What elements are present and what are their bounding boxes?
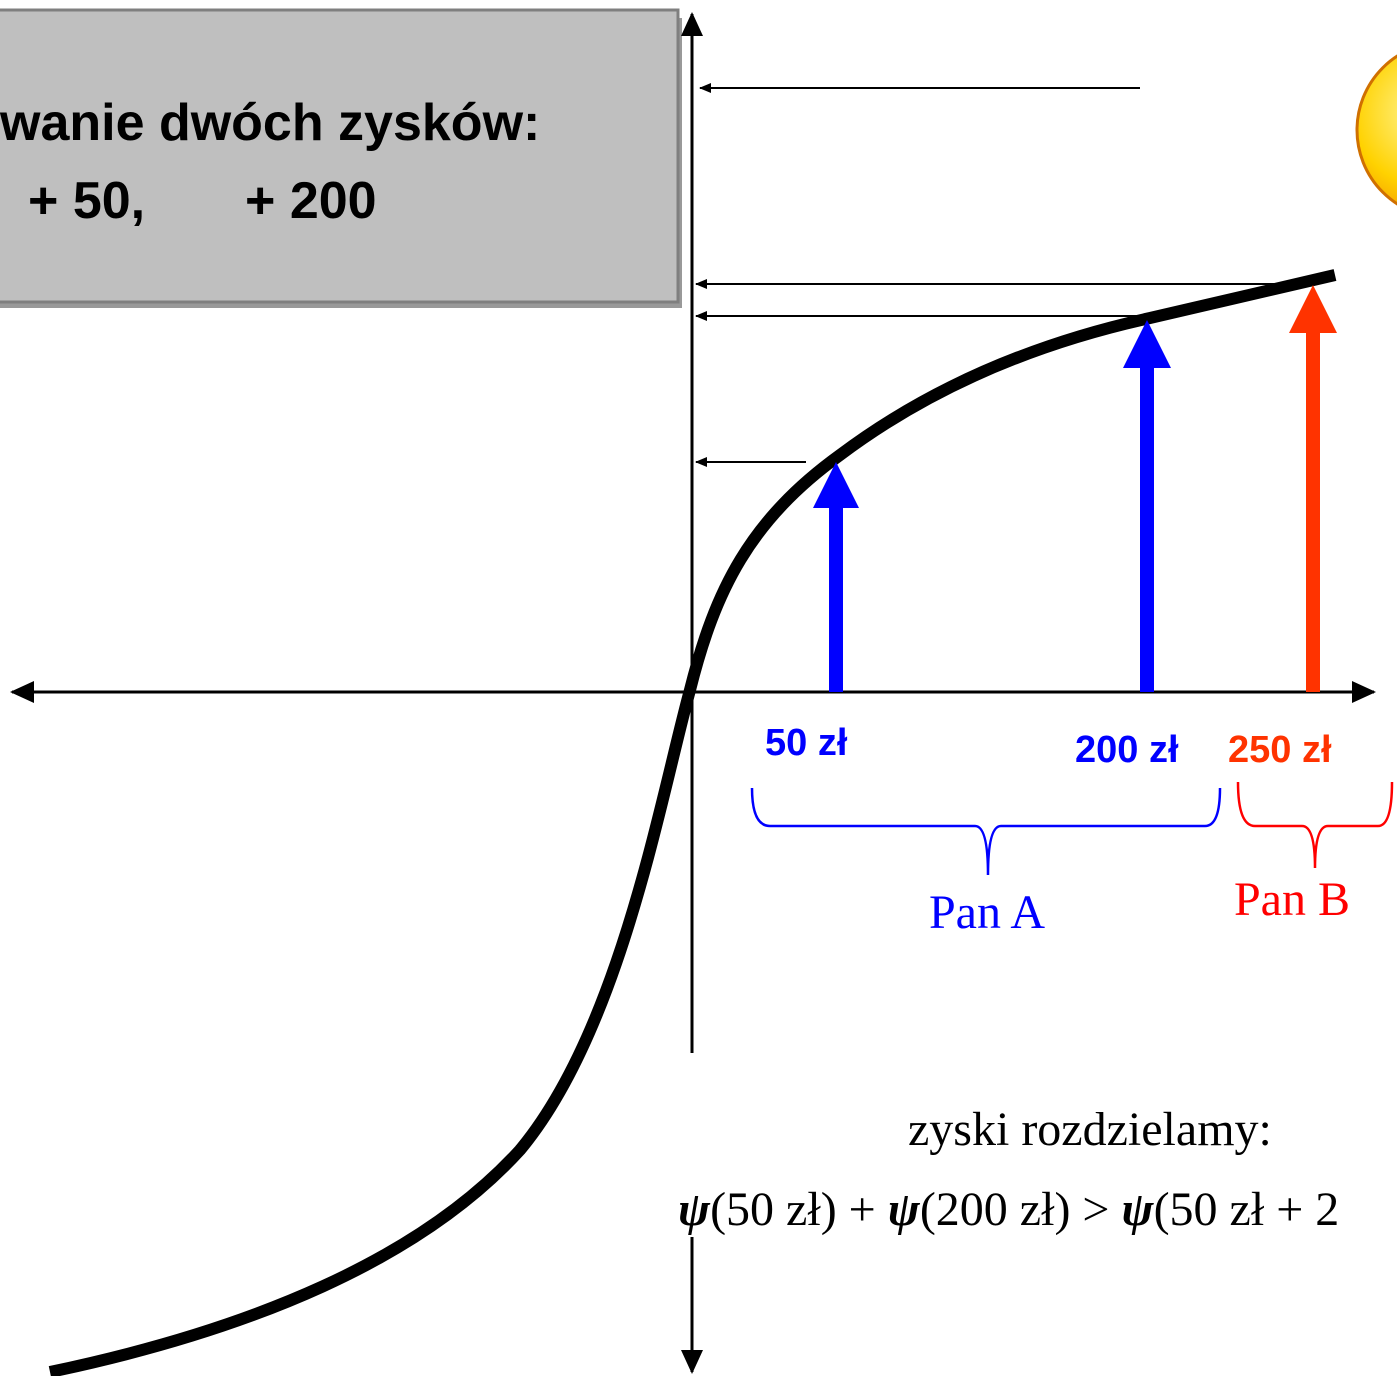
title-box: wanie dwóch zysków: + 50, + 200 (0, 8, 682, 308)
gain: + 50, (28, 172, 145, 230)
group-label: Pan B (1234, 873, 1350, 926)
amount-label: 200 zł (1075, 729, 1179, 771)
gain: + 200 (245, 172, 377, 230)
note: zyski rozdzielamy: (908, 1103, 1272, 1156)
value-arrows (695, 83, 1290, 467)
formula-part: (50 zł + 2 (1154, 1183, 1340, 1236)
formula-part: (200 zł) > (920, 1183, 1122, 1236)
psi: ψ (1122, 1183, 1155, 1236)
icon (1355, 54, 1397, 206)
psi: ψ (678, 1183, 711, 1236)
group-label: Pan A (929, 886, 1045, 939)
gain-arrows (813, 285, 1337, 692)
brace (1236, 781, 1394, 869)
axes (10, 12, 1376, 1374)
formula: ψ(50 zł) + ψ(200 zł) > ψ(50 zł + 2 (678, 1183, 1339, 1236)
amount-label: 250 zł (1228, 729, 1332, 771)
amount-label: 50 zł (765, 722, 848, 764)
box-title: wanie dwóch zysków: (0, 94, 540, 152)
psi: ψ (888, 1183, 921, 1236)
value-curve (48, 269, 1337, 1376)
brace (750, 787, 1222, 876)
formula-part: (50 zł) + (710, 1183, 888, 1236)
